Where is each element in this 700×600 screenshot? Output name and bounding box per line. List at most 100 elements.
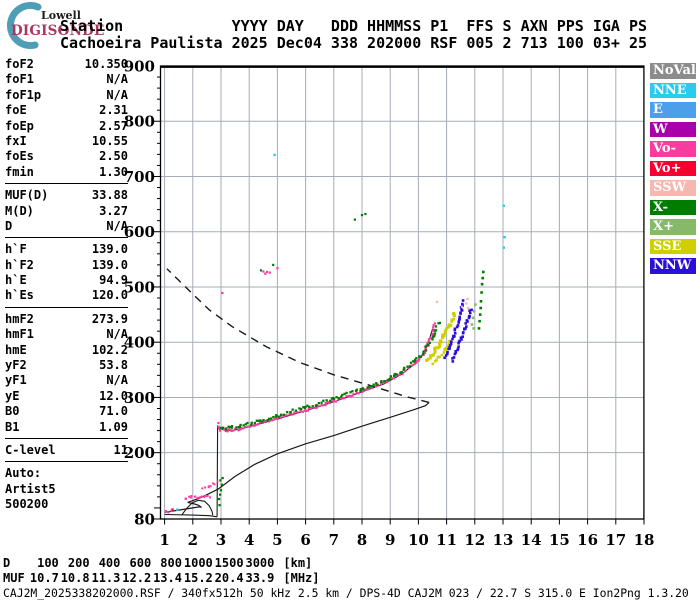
param-value: 94.9	[99, 273, 128, 288]
x-axis-tick-label: 10	[408, 531, 429, 549]
x-axis-tick-label: 18	[634, 531, 655, 549]
series-X-minus-noise	[259, 212, 367, 272]
legend-item-Vo: Vo+	[650, 160, 696, 176]
x-axis-tick-label: 4	[244, 531, 254, 549]
series-true-height-profile-E	[164, 501, 202, 513]
range-row-unit: [km]	[283, 556, 313, 570]
series-Xminus-wing	[477, 270, 485, 330]
x-axis-tick-label: 2	[188, 531, 198, 549]
param-row-yE: yE 12.0	[5, 389, 128, 404]
param-row-hE: h`E 94.9	[5, 273, 128, 288]
param-row-hF2: h`F2 139.0	[5, 258, 128, 273]
param-row-C-level: C-level 11	[5, 443, 128, 458]
legend-item-X: X+	[650, 219, 696, 235]
x-axis-tick-label: 7	[329, 531, 339, 549]
range-row-value: 15.2	[183, 571, 213, 585]
param-value: 12.0	[99, 388, 128, 403]
y-axis-tick-label: 80	[134, 510, 155, 528]
autoscaler-line: Auto:	[5, 466, 42, 481]
y-axis-labels: 900 800 700 600 500 400 300 200 80	[124, 58, 155, 529]
range-row-value: 10.7	[29, 571, 59, 585]
range-row-value: 800	[160, 556, 182, 570]
panel-divider	[5, 237, 128, 239]
autoscaler-line: 500200	[5, 497, 49, 512]
x-axis-tick-label: 14	[521, 531, 542, 549]
legend-item-NNW: NNW	[650, 258, 696, 274]
legend-item-SSW: SSW	[650, 180, 696, 196]
param-label: hmF2	[5, 311, 34, 326]
range-row-value: 13.4	[153, 571, 182, 585]
muf-row: MUF 10.7 10.8 11.3 12.2 13.4 15.2 20.4 33.9 [MHz]	[3, 571, 320, 585]
y-axis-tick-label: 800	[124, 113, 155, 131]
param-row-yF1: yF1 N/A	[5, 373, 128, 388]
y-axis-tick-label: 900	[124, 58, 155, 76]
param-label: fxI	[5, 133, 27, 148]
series-NNW-wing-2	[451, 308, 473, 363]
x-axis-tick-label: 8	[357, 531, 367, 549]
param-row-B1: B1 1.09	[5, 420, 128, 435]
param-label: foF1	[5, 72, 34, 87]
series-Es-trace	[184, 495, 211, 500]
series-topside-profile-dashed	[166, 268, 430, 404]
panel-divider	[5, 306, 128, 308]
param-value: 53.8	[99, 358, 128, 373]
param-value: 2.57	[99, 118, 128, 133]
param-value: 33.88	[91, 188, 128, 203]
x-axis-tick-label: 1	[159, 531, 169, 549]
autoscaler-line: Artist5	[5, 481, 56, 496]
y-axis-tick-label: 500	[124, 278, 155, 296]
legend-item-NoVal: NoVal	[650, 63, 696, 79]
param-row-fxI: fxI 10.55	[5, 134, 128, 149]
range-row-value: 11.3	[91, 571, 121, 585]
param-value: N/A	[106, 373, 128, 388]
param-value: 1.09	[99, 419, 128, 434]
param-label: B0	[5, 404, 20, 419]
param-value: N/A	[106, 87, 128, 102]
range-row-value: 400	[98, 556, 121, 570]
legend-item-X: X-	[650, 199, 696, 215]
param-label: h`F	[5, 242, 27, 257]
direction-legend: NoVal NNE E W Vo- Vo+ SSW X- X+ SSE NNW	[650, 63, 696, 278]
param-label: B1	[5, 419, 20, 434]
y-axis-tick-label: 400	[124, 334, 155, 352]
x-axis-tick-label: 6	[300, 531, 310, 549]
param-value: 71.0	[99, 404, 128, 419]
x-axis-tick-label: 16	[577, 531, 598, 549]
param-value: 120.0	[91, 288, 128, 303]
legend-item-NNE: NNE	[650, 82, 696, 98]
param-row-foF1p: foF1p N/A	[5, 88, 128, 103]
logo-lowell-text: Lowell	[41, 9, 81, 22]
param-value: 10.55	[91, 133, 128, 148]
plot-axes	[154, 65, 645, 525]
param-value: N/A	[106, 218, 128, 233]
param-row-hmF2: hmF2 273.9	[5, 312, 128, 327]
series-X-trace	[219, 321, 441, 431]
param-row-hmF1: hmF1 N/A	[5, 327, 128, 342]
param-label: M(D)	[5, 203, 34, 218]
range-row-value: 100	[37, 556, 59, 570]
param-value: 2.31	[99, 103, 128, 118]
header-column-titles: Station YYYY DAY DDD HHMMSS P1 FFS S AXN…	[60, 17, 647, 35]
param-row-yF2: yF2 53.8	[5, 358, 128, 373]
panel-divider	[5, 461, 128, 463]
param-label: foEs	[5, 149, 34, 164]
param-label: fmin	[5, 164, 34, 179]
param-value: 11	[113, 442, 128, 457]
parameter-panel: foF2 10.350 foF1 N/A foF1p N/A foE 2.31 foEp 2.57…	[5, 57, 128, 513]
series-Xplus-wing	[470, 303, 477, 330]
x-axis-tick-label: 9	[385, 531, 395, 549]
param-row-foF1: foF1 N/A	[5, 72, 128, 87]
range-row-label: MUF	[3, 571, 25, 585]
param-value: 3.27	[99, 203, 128, 218]
param-label: hmE	[5, 342, 27, 357]
param-value: N/A	[106, 72, 128, 87]
param-row-D: D N/A	[5, 219, 128, 234]
param-value: 102.2	[91, 342, 128, 357]
param-label: hmF1	[5, 327, 34, 342]
x-axis-tick-label: 3	[216, 531, 226, 549]
x-axis-tick-label: 17	[605, 531, 626, 549]
range-row-value: 33.9	[245, 571, 275, 585]
param-label: h`E	[5, 273, 27, 288]
